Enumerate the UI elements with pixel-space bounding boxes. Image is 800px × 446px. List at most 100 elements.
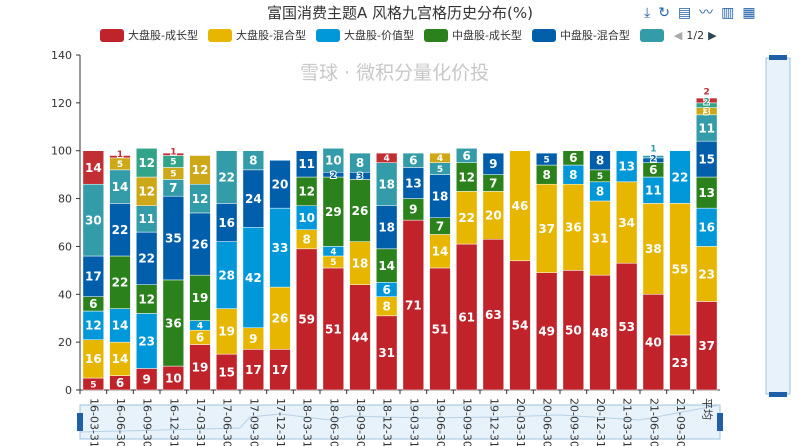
- bar-segment: [136, 148, 158, 178]
- data-label: 16: [218, 216, 235, 230]
- refresh-icon[interactable]: ↻: [658, 5, 670, 21]
- data-label: 12: [138, 185, 155, 199]
- data-label: 8: [569, 168, 577, 182]
- legend-pager: ◀ 1/2 ▶: [674, 29, 717, 42]
- data-label: 44: [352, 331, 369, 345]
- x-tick-label: 17-06-30: [221, 398, 234, 446]
- data-label: 59: [298, 313, 315, 327]
- data-label: 4: [437, 154, 443, 164]
- data-label: 18: [432, 189, 449, 203]
- bar-segment: [296, 150, 318, 178]
- data-label: 8: [596, 185, 604, 199]
- data-label: 36: [565, 221, 582, 235]
- bar-segment: [456, 148, 478, 163]
- data-label: 34: [618, 216, 635, 230]
- data-label: 35: [165, 231, 182, 245]
- data-label: 8: [249, 154, 257, 168]
- data-label: 22: [458, 211, 475, 225]
- data-label: 23: [672, 356, 689, 370]
- data-label: 5: [170, 170, 176, 180]
- data-label: 48: [592, 326, 609, 340]
- data-label: 15: [218, 365, 235, 379]
- bar-segment: [562, 150, 584, 166]
- legend-item[interactable]: 大盘股-混合型: [207, 27, 306, 43]
- data-label: 2: [704, 97, 710, 107]
- legend-item[interactable]: [639, 28, 664, 42]
- stack-icon[interactable]: ▦: [742, 5, 756, 21]
- bar-chart-icon[interactable]: ▥: [721, 5, 735, 21]
- legend-item[interactable]: 中盘股-混合型: [531, 27, 630, 43]
- datazoom-handle-left[interactable]: [77, 413, 83, 431]
- data-label: 12: [192, 163, 209, 177]
- datazoom-slider-bottom[interactable]: [79, 404, 721, 440]
- data-label: 31: [592, 231, 609, 245]
- data-label: 18: [352, 256, 369, 270]
- data-label: 1: [650, 145, 656, 155]
- legend-item[interactable]: 大盘股-成长型: [100, 27, 198, 43]
- data-label: 51: [432, 322, 449, 336]
- watermark: 雪球 · 微积分量化价投: [300, 62, 490, 84]
- data-label: 17: [245, 363, 262, 377]
- data-label: 37: [538, 222, 555, 236]
- download-icon[interactable]: ⤓: [644, 5, 651, 21]
- data-label: 12: [85, 319, 102, 333]
- bar-segment: [589, 150, 611, 171]
- data-label: 9: [489, 157, 497, 171]
- datazoom-handle-bottom[interactable]: [769, 392, 787, 397]
- data-label: 6: [116, 376, 124, 390]
- data-label: 5: [117, 160, 123, 170]
- data-label: 54: [512, 319, 529, 333]
- line-chart-icon[interactable]: 〰: [699, 5, 714, 21]
- bar-segment: [216, 150, 238, 204]
- data-view-icon[interactable]: ▤: [677, 5, 692, 21]
- page-indicator: 1/2: [686, 28, 705, 42]
- data-label: 3: [357, 172, 363, 182]
- data-label: 12: [138, 156, 155, 170]
- x-tick-label: 16-09-30: [141, 398, 154, 446]
- x-tick-label: 21-06-30: [647, 398, 660, 446]
- bar-segment: [402, 152, 424, 168]
- data-label: 10: [165, 371, 182, 385]
- data-label: 14: [85, 161, 102, 175]
- data-label: 18: [378, 221, 395, 235]
- data-label: 14: [432, 245, 449, 259]
- datazoom-preview-line: [79, 404, 721, 433]
- legend-item[interactable]: 大盘股-价值型: [315, 27, 414, 43]
- data-label: 6: [462, 149, 470, 163]
- bar-segment: [482, 152, 504, 175]
- next-page-icon[interactable]: ▶: [708, 28, 717, 42]
- x-tick-label: 平均: [701, 398, 714, 420]
- toolbox: ⤓ ↻ ▤ 〰 ▥ ▦: [644, 4, 756, 22]
- x-tick-label: 18-06-30: [327, 398, 340, 446]
- legend-item[interactable]: 中盘股-成长型: [423, 27, 522, 43]
- data-label: 11: [138, 212, 155, 226]
- data-label: 26: [272, 312, 289, 326]
- legend-label: 大盘股-价值型: [343, 29, 414, 42]
- y-tick-label: 0: [65, 384, 72, 397]
- data-label: 11: [698, 121, 715, 135]
- data-label: 8: [596, 154, 604, 168]
- x-tick-label: 21-09-30: [674, 398, 687, 446]
- data-label: 53: [618, 320, 635, 334]
- data-label: 10: [298, 211, 315, 225]
- datazoom-handle-top[interactable]: [769, 55, 787, 60]
- data-label: 20: [485, 209, 502, 223]
- data-label: 16: [698, 221, 715, 235]
- data-label: 6: [196, 331, 204, 345]
- datazoom-handle-right[interactable]: [717, 413, 723, 431]
- data-label: 5: [597, 172, 603, 182]
- data-label: 22: [112, 276, 129, 290]
- x-tick-label: 17-12-31: [274, 398, 287, 446]
- data-label: 5: [330, 258, 336, 268]
- data-label: 22: [218, 170, 235, 184]
- data-label: 46: [512, 199, 529, 213]
- data-label: 9: [142, 373, 150, 387]
- data-label: 33: [272, 241, 289, 255]
- data-label: 5: [170, 158, 176, 168]
- bar-segment: [109, 155, 131, 159]
- datazoom-slider-right[interactable]: [765, 57, 791, 395]
- data-label: 6: [409, 154, 417, 168]
- prev-page-icon[interactable]: ◀: [673, 28, 683, 42]
- data-label: 3: [704, 107, 710, 117]
